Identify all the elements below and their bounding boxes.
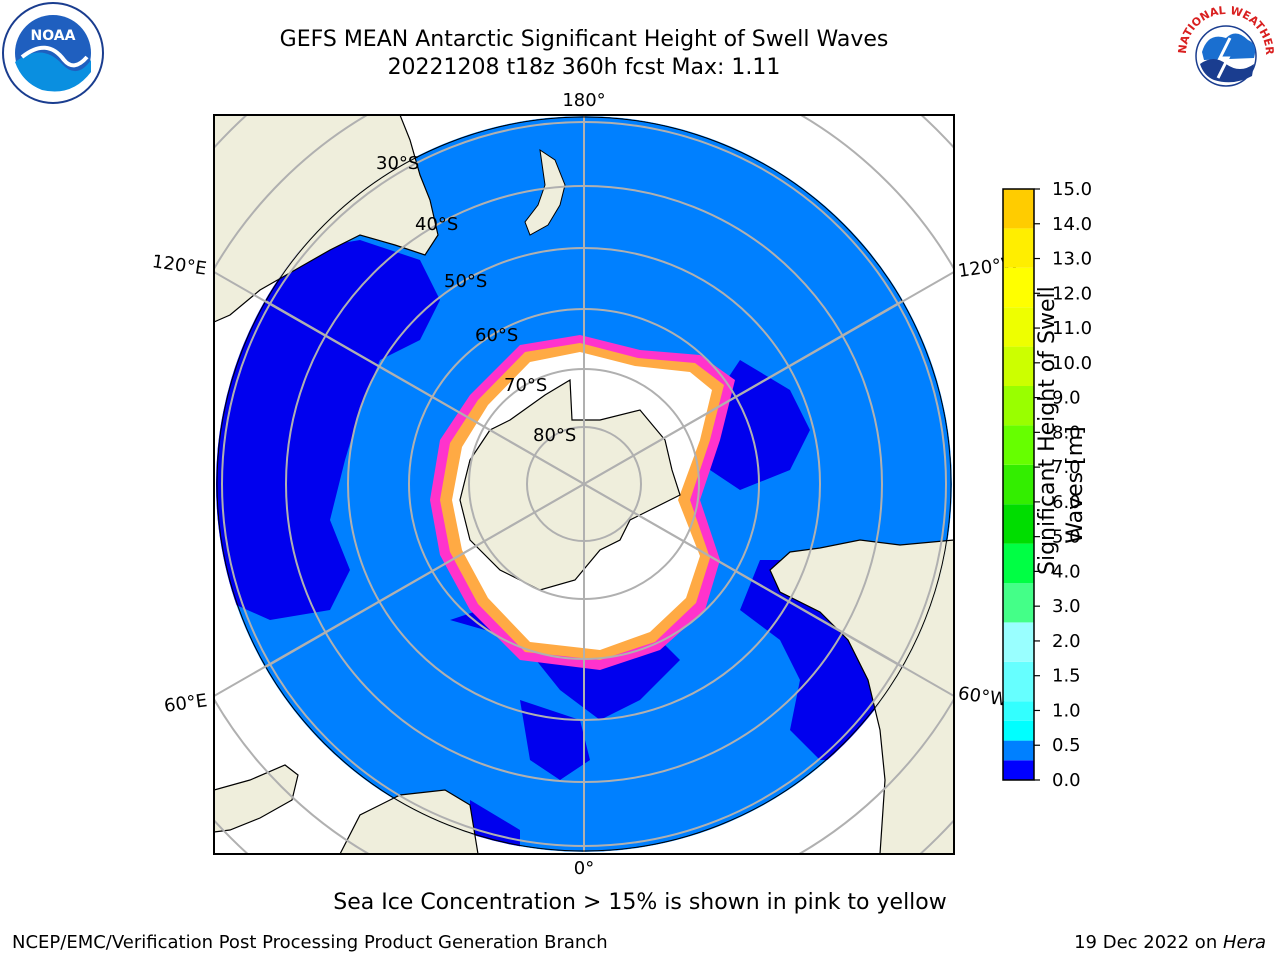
colorbar-tick-label: 12.0 [1052,283,1092,304]
colorbar-title: Significant Height of Swell Waves [m] [1034,286,1090,575]
nws-logo: NATIONAL WEATHER SERVICE [1170,0,1278,106]
colorbar-segment [1003,720,1034,741]
colorbar-ticks: 0.0 0.5 1.0 1.5 2.0 3.0 4.0 5.0 6.0 7.0 8.0 9.0 10.0… [1034,179,1092,791]
land-new-zealand [524,148,566,236]
colorbar-segment [1003,661,1034,702]
colorbar-segment [1003,740,1034,761]
lat-label-50s: 50°S [444,271,487,292]
colorbar-tick-label: 3.0 [1052,596,1081,617]
colorbar-tick-label: 1.0 [1052,700,1081,721]
colorbar-segment [1003,543,1034,583]
colorbar-segment [1003,307,1034,347]
colorbar-segment [1003,464,1034,505]
colorbar-segment [1003,760,1034,780]
colorbar-tick-label: 0.5 [1052,735,1081,756]
noaa-logo-text: NOAA [31,28,76,44]
lat-label-80s: 80°S [533,425,576,446]
colorbar-segment [1003,346,1034,386]
chart-title: GEFS MEAN Antarctic Significant Height o… [279,27,889,52]
colorbar-tick-label: 8.0 [1052,422,1081,443]
colorbar-segment [1003,189,1034,229]
colorbar-tick-label: 13.0 [1052,249,1092,270]
colorbar-tick-label: 9.0 [1052,388,1081,409]
colorbar-segment [1003,504,1034,544]
lat-label-70s: 70°S [504,375,547,396]
map-caption: Sea Ice Concentration > 15% is shown in … [333,890,947,915]
colorbar-tick-label: 2.0 [1052,631,1081,652]
footer-date-text: 19 Dec 2022 on [1074,932,1223,953]
colorbar-tick-label: 1.5 [1052,666,1081,687]
colorbar-segment [1003,267,1034,308]
colorbar-tick-label: 7.0 [1052,457,1081,478]
lon-label-120e: 120°E [151,251,208,279]
colorbar-segment [1003,425,1034,465]
colorbar-tick-label: 10.0 [1052,353,1092,374]
colorbar-segment [1003,583,1034,623]
colorbar-tick-label: 11.0 [1052,318,1092,339]
colorbar-tick-label: 6.0 [1052,492,1081,513]
colorbar-tick-label: 5.0 [1052,527,1081,548]
colorbar-segment [1003,386,1034,426]
lon-label-60w: 60°W [957,683,1009,711]
colorbar-tick-label: 4.0 [1052,561,1081,582]
lat-label-60s: 60°S [475,325,518,346]
land-antarctica [459,378,681,591]
colorbar-tick-label: 0.0 [1052,770,1081,791]
colorbar [1002,188,1035,781]
lon-label-60e: 60°E [163,690,209,717]
colorbar-title-line1: Significant Height of Swell [1035,286,1060,575]
footer-credit: NCEP/EMC/Verification Post Processing Pr… [12,932,608,953]
lat-label-30s: 30°S [376,153,419,174]
colorbar-segment [1003,228,1034,268]
colorbar-tick-label: 14.0 [1052,214,1092,235]
footer-date: 19 Dec 2022 on Hera [1074,932,1266,953]
lon-label-0: 0° [574,858,594,879]
chart-subtitle: 20221208 t18z 360h fcst Max: 1.11 [387,55,781,80]
colorbar-frame [1002,188,1035,781]
low-swell-area [216,240,440,620]
colorbar-segment [1003,701,1034,721]
colorbar-segment [1003,622,1034,662]
colorbar-title-line2: Waves [m] [1063,426,1088,544]
lon-label-180: 180° [562,90,605,111]
footer-system: Hera [1222,932,1266,953]
colorbar-tick-label: 15.0 [1052,179,1092,200]
lat-label-40s: 40°S [415,214,458,235]
noaa-logo: NOAA [2,2,104,104]
